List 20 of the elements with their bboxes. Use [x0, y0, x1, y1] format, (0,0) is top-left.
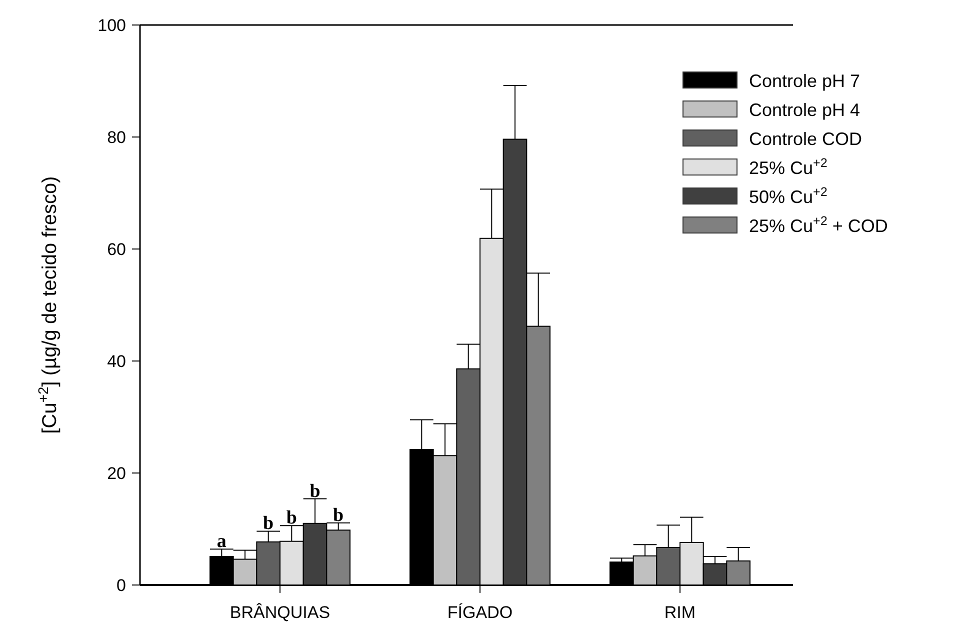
legend-label: Controle COD: [749, 128, 862, 149]
y-tick-label: 0: [116, 576, 126, 595]
x-tick-label: FÍGADO: [447, 603, 513, 622]
x-tick-label: RIM: [664, 603, 696, 622]
y-tick-label: 100: [98, 16, 126, 35]
annotation: b: [263, 513, 274, 534]
legend-label: Controle pH 4: [749, 100, 860, 120]
legend-label: 25% Cu$^{+2}$: [749, 156, 828, 178]
legend-label: 50% Cu$^{+2}$: [749, 184, 828, 207]
y-tick-label: 20: [107, 464, 126, 483]
annotation: b: [333, 504, 344, 526]
annotation: a: [216, 531, 227, 552]
annotation: b: [310, 480, 320, 502]
x-tick-label: BRÂNQUIAS: [230, 603, 330, 622]
legend-label: 25% Cu$^{+2}$ + COD: [749, 214, 888, 236]
y-tick-label: 80: [107, 128, 126, 147]
legend-label: Controle pH 7: [749, 70, 860, 91]
y-tick-label: 60: [107, 240, 126, 259]
y-tick-label: 40: [107, 352, 126, 371]
annotation: b: [286, 508, 297, 529]
